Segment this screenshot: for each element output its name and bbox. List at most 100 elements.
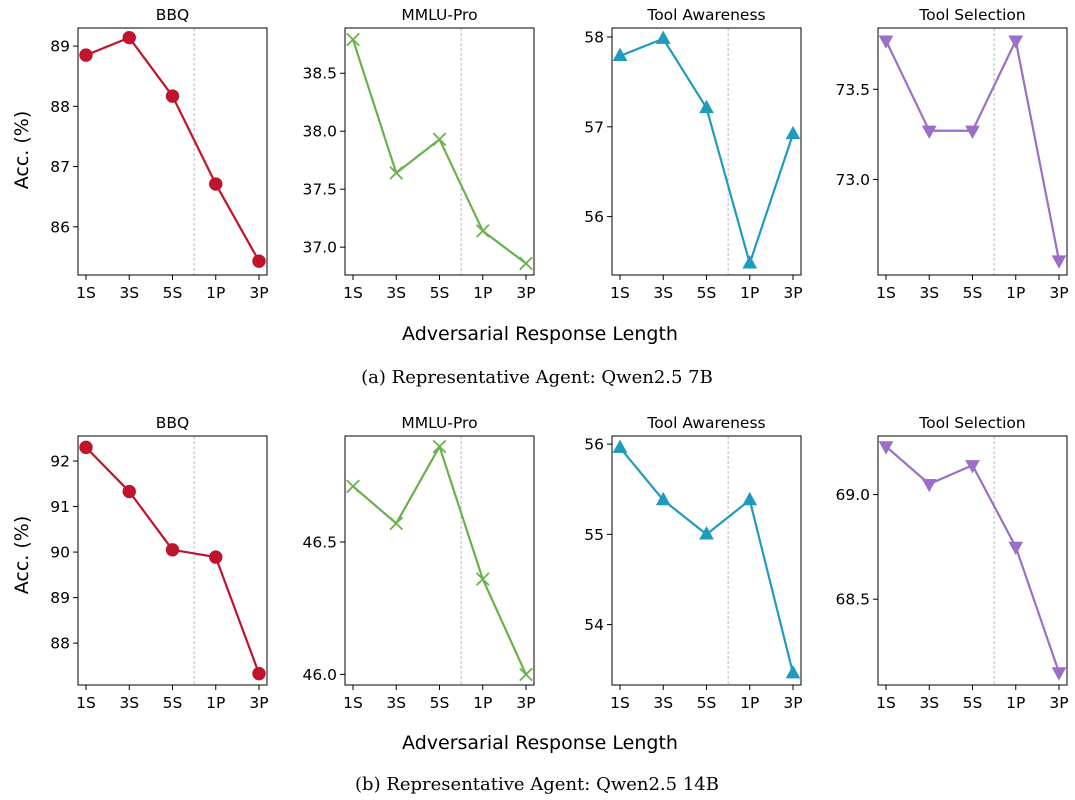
panel-b-mmlu-pro-ytick-label: 46.0 <box>302 666 337 684</box>
panel-a-bbq-title: BBQ <box>156 6 189 24</box>
panel-a-mmlu-pro-point <box>475 224 490 238</box>
panel-a-tool-awareness-xtick-label: 3S <box>653 284 673 302</box>
panel-b-tool-awareness-point <box>742 491 758 506</box>
panel-a-tool-awareness-ytick-label: 56 <box>584 208 604 226</box>
panel-b-mmlu-pro-title: MMLU-Pro <box>401 414 477 432</box>
panel-a-tool-selection-point <box>1008 35 1024 49</box>
panel-b-mmlu-pro-point <box>519 667 533 682</box>
panel-b-bbq-title: BBQ <box>156 414 189 432</box>
panel-b-tool-selection-ytick-label: 69.0 <box>835 486 870 504</box>
panel-a-tool-selection-xtick-label: 3P <box>1049 284 1068 302</box>
row-b-ylabel: Acc. (%) <box>11 516 33 595</box>
panel-a-tool-selection-axes-frame <box>877 27 1068 276</box>
panel-a-tool-selection-title: Tool Selection <box>918 6 1025 24</box>
row-a-caption: (a) Representative Agent: Qwen2.5 7B <box>361 367 713 388</box>
panel-b-tool-awareness-point <box>655 491 671 506</box>
panel-a-tool-awareness-ytick-label: 58 <box>584 28 604 46</box>
panel-b-tool-awareness-ytick-label: 54 <box>584 616 604 634</box>
row-a-ylabel: Acc. (%) <box>11 111 33 190</box>
panel-b-mmlu-pro-xtick-label: 1S <box>343 694 363 712</box>
panel-a-bbq-ytick-label: 89 <box>50 38 70 56</box>
panel-a-mmlu-pro-point <box>346 32 360 47</box>
panel-a-mmlu-pro-xtick-label: 3S <box>386 284 406 302</box>
panel-b-tool-awareness-xtick-label: 1P <box>740 694 759 712</box>
panel-a-bbq-xtick-label: 3S <box>119 284 139 302</box>
panel-a-tool-awareness-series-line <box>619 37 795 265</box>
panel-b-tool-selection-point <box>921 478 937 493</box>
panel-b-tool-awareness-point <box>785 665 801 679</box>
panel-b-tool-selection-point <box>1008 541 1024 556</box>
panel-a-tool-awareness: Tool Awareness 56 57 58 1S 3S 5S 1P 3P <box>584 6 802 302</box>
panel-a-bbq-xtick-label: 5S <box>163 284 183 302</box>
panel-a-mmlu-pro-title: MMLU-Pro <box>401 6 477 24</box>
panel-a-tool-awareness-point <box>612 47 628 61</box>
panel-b-tool-selection-xtick-label: 3P <box>1049 694 1068 712</box>
panel-a-tool-selection-point <box>1051 255 1067 269</box>
panel-a-tool-selection-xtick-label: 1P <box>1006 284 1025 302</box>
panel-a-mmlu-pro-ytick-label: 37.5 <box>302 181 337 199</box>
panel-b-tool-selection-series-line <box>885 445 1061 673</box>
panel-b-bbq-xtick-label: 3S <box>119 694 139 712</box>
panel-b-tool-awareness-point <box>612 439 628 453</box>
panel-a-tool-selection-ytick-label: 73.5 <box>835 81 870 99</box>
panel-a-tool-selection-xtick-label: 3S <box>919 284 939 302</box>
panel-a-tool-selection-ytick-label: 73.0 <box>835 171 870 189</box>
panel-a-tool-awareness-xtick-label: 3P <box>783 284 802 302</box>
panel-b-bbq-xtick-label: 1P <box>206 694 225 712</box>
panel-a-tool-awareness-point <box>655 30 671 44</box>
panel-b-tool-awareness: Tool Awareness 54 55 56 1S 3S 5S 1P 3P <box>584 414 802 712</box>
panel-a-tool-awareness-point <box>742 255 758 269</box>
panel-b-bbq-point <box>209 550 223 564</box>
panel-a-tool-selection-point <box>965 125 980 139</box>
panel-b-bbq-series-line <box>85 446 261 675</box>
panel-b-bbq-xtick-label: 1S <box>76 694 96 712</box>
panel-a-tool-awareness-point <box>699 99 714 114</box>
panel-a-mmlu-pro-ytick-label: 38.5 <box>302 65 337 83</box>
panel-b-mmlu-pro-xtick-label: 1P <box>473 694 492 712</box>
panel-a-mmlu-pro-point <box>389 166 404 180</box>
panel-b-tool-awareness-ytick-label: 55 <box>584 526 604 544</box>
panel-a-mmlu-pro-point <box>432 132 447 147</box>
panel-b-mmlu-pro-point <box>475 572 490 586</box>
panel-a-bbq-point <box>122 30 136 45</box>
panel-b-tool-selection-point <box>878 441 894 455</box>
panel-a-bbq-axes-frame <box>77 27 268 276</box>
panel-a-bbq-ytick-label: 88 <box>50 98 70 116</box>
panel-b-mmlu-pro-point <box>432 439 447 454</box>
panel-b-bbq-xtick-label: 3P <box>249 694 268 712</box>
chart-panels: BBQ 86 87 88 89 1S 3S 5S 1P 3P MMLU-Pro 37.0 37.5 38.… <box>50 6 1068 712</box>
panel-a-mmlu-pro-ytick-label: 38.0 <box>302 123 337 141</box>
panel-a-bbq-ytick-label: 86 <box>50 218 70 236</box>
panel-a-tool-selection-series-line <box>885 39 1061 261</box>
panel-b-bbq: BBQ 88 89 90 91 92 1S 3S 5S 1P 3P <box>50 414 268 712</box>
panel-a-bbq: BBQ 86 87 88 89 1S 3S 5S 1P 3P <box>50 6 268 302</box>
panel-b-mmlu-pro-point <box>346 479 360 494</box>
panel-b-mmlu-pro-axes-frame <box>344 435 535 686</box>
panel-a-mmlu-pro-series-line <box>351 39 527 265</box>
panel-b-tool-selection-point <box>1051 667 1067 681</box>
panel-b-tool-awareness-xtick-label: 5S <box>697 694 717 712</box>
panel-a-tool-awareness-axes-frame <box>611 27 802 276</box>
row-b-caption: (b) Representative Agent: Qwen2.5 14B <box>355 774 719 795</box>
panel-a-bbq-ytick-label: 87 <box>50 158 70 176</box>
panel-a-tool-awareness-xtick-label: 5S <box>697 284 717 302</box>
panel-b-tool-selection-xtick-label: 1P <box>1006 694 1025 712</box>
panel-a-tool-selection: Tool Selection 73.0 73.5 1S 3S 5S 1P 3P <box>835 6 1068 302</box>
panel-b-tool-awareness-point <box>699 526 714 540</box>
panel-a-bbq-point <box>165 89 180 103</box>
panel-a-mmlu-pro-xtick-label: 1P <box>473 284 492 302</box>
panel-b-tool-awareness-xtick-label: 3S <box>653 694 673 712</box>
panel-b-mmlu-pro-xtick-label: 3S <box>386 694 406 712</box>
panel-b-mmlu-pro-ytick-label: 46.5 <box>302 533 337 551</box>
panel-b-mmlu-pro-point <box>389 516 404 531</box>
panel-b-tool-awareness-ytick-label: 56 <box>584 436 604 454</box>
panel-a-tool-awareness-ytick-label: 57 <box>584 118 604 136</box>
panel-b-tool-awareness-series-line <box>619 447 795 674</box>
panel-b-mmlu-pro-xtick-label: 3P <box>516 694 535 712</box>
panel-b-bbq-ytick-label: 89 <box>50 589 70 607</box>
panel-a-mmlu-pro-xtick-label: 5S <box>430 284 450 302</box>
panel-b-tool-awareness-title: Tool Awareness <box>646 414 765 432</box>
panel-a-tool-awareness-point <box>785 125 801 140</box>
panel-b-bbq-ytick-label: 90 <box>50 544 70 562</box>
